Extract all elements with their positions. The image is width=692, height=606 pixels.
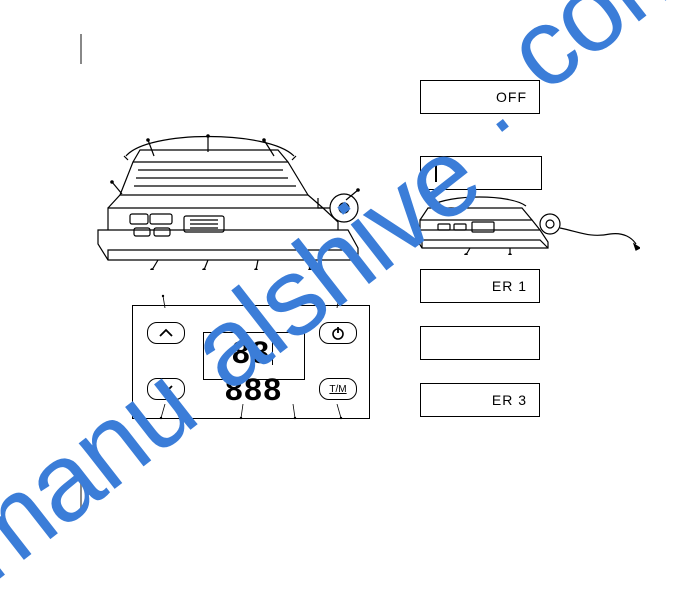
display-box-er1: ER 1: [420, 269, 540, 303]
product-diagram-main: [88, 110, 368, 270]
display-box-off: OFF: [420, 80, 540, 114]
display-box-er3-text: ER 3: [492, 392, 527, 408]
down-button[interactable]: [147, 378, 185, 400]
tm-button-label: T/M: [329, 384, 346, 395]
display-box-off-text: OFF: [496, 89, 527, 105]
control-panel: T/M 88888: [132, 305, 370, 419]
power-button[interactable]: [319, 322, 357, 344]
display-box-empty: [420, 326, 540, 360]
crop-mark-tl: [80, 34, 82, 64]
panel-leaders-top: [133, 294, 369, 308]
up-button[interactable]: [147, 322, 185, 344]
product-diagram-side: [410, 190, 640, 255]
tm-button[interactable]: T/M: [319, 378, 357, 400]
crop-mark-bl: [80, 478, 82, 508]
panel-leaders: [133, 404, 369, 424]
display-box-bar: [420, 156, 542, 190]
bar-glyph: [435, 164, 437, 182]
display-box-er3: ER 3: [420, 383, 540, 417]
display-value: 88888: [203, 336, 303, 410]
display-box-er1-text: ER 1: [492, 278, 527, 294]
